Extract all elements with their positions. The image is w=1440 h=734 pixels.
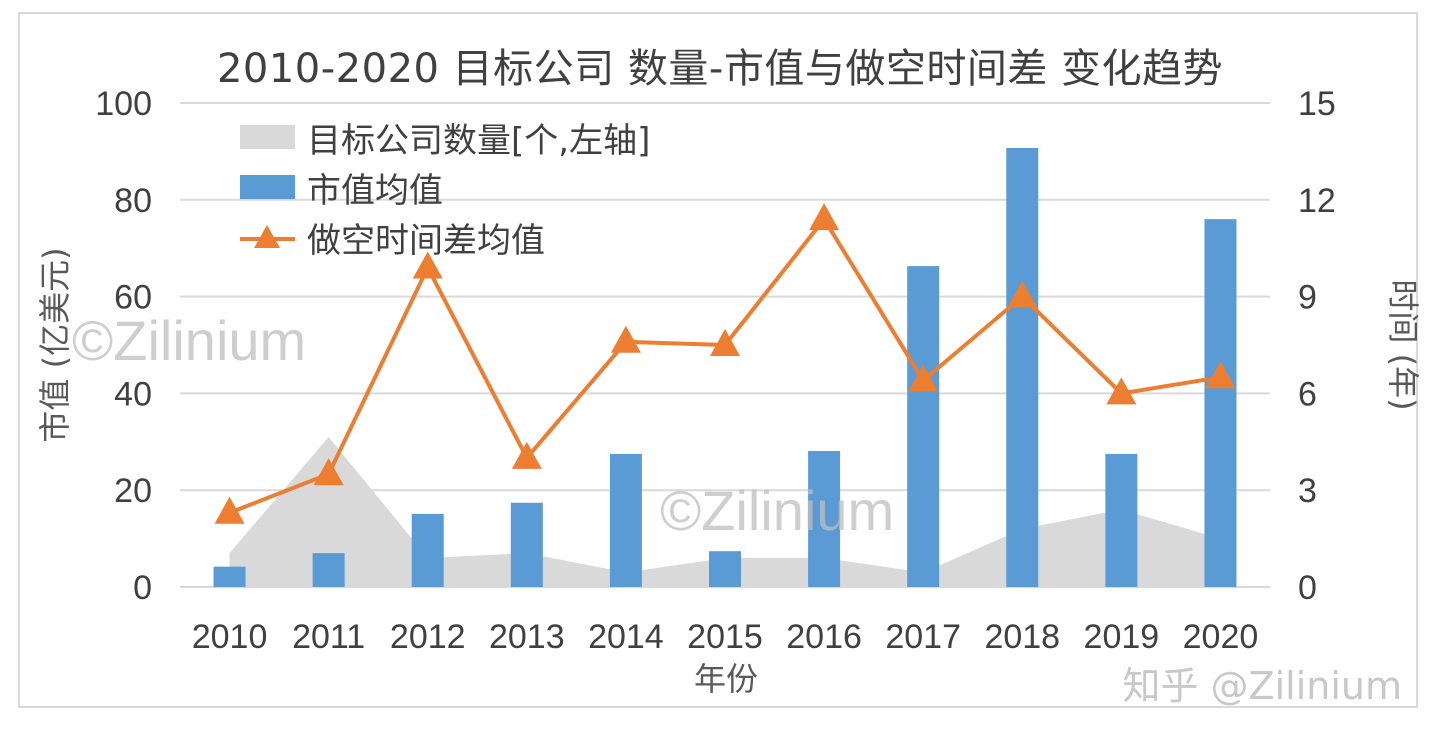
triangle-line-marker-icon	[240, 225, 295, 248]
bar-swatch-icon	[240, 175, 295, 199]
area-swatch-icon	[240, 125, 295, 149]
watermark: ©Zilinium	[72, 309, 307, 372]
x-tick-label: 2017	[885, 618, 961, 656]
legend-label-area: 目标公司数量[个,左轴]	[307, 120, 651, 161]
left-tick-label: 100	[95, 85, 152, 123]
x-tick-label: 2020	[1183, 618, 1259, 656]
legend-item-line: 做空时间差均值	[240, 212, 650, 262]
triangle-marker-icon	[412, 251, 443, 279]
triangle-marker-icon	[313, 458, 344, 486]
bar	[510, 502, 543, 587]
bar	[1204, 219, 1237, 587]
x-axis-title: 年份	[694, 660, 758, 698]
legend-item-area: 目标公司数量[个,左轴]	[240, 112, 650, 162]
left-tick-label: 60	[114, 279, 152, 317]
bar-series-market-cap	[213, 148, 1237, 587]
credit-text: 知乎 @Zilinium	[1122, 664, 1402, 708]
triangle-marker-icon	[214, 496, 245, 524]
right-tick-label: 3	[1298, 472, 1317, 510]
bar	[907, 266, 940, 587]
triangle-marker-icon	[1106, 377, 1137, 405]
bar	[312, 553, 345, 587]
x-tick-label: 2015	[687, 618, 763, 656]
triangle-marker-icon	[908, 364, 939, 392]
right-tick-label: 15	[1298, 85, 1336, 123]
x-tick-label: 2011	[292, 618, 365, 656]
x-tick-label: 2013	[489, 618, 565, 656]
bar	[709, 551, 741, 587]
left-tick-label: 20	[114, 472, 152, 510]
x-axis-ticks: 2010 2011 2012 2013 2014 2015 2016 2017 2018 2019…	[192, 618, 1259, 656]
bar	[411, 513, 444, 587]
bar	[1006, 148, 1039, 587]
x-tick-label: 2016	[786, 618, 862, 656]
right-tick-label: 12	[1298, 182, 1336, 220]
bar	[808, 450, 841, 587]
bar	[213, 566, 246, 587]
legend-item-bar: 市值均值	[240, 162, 650, 212]
triangle-marker-icon	[1205, 361, 1236, 389]
left-axis-ticks: 0 20 40 60 80 100	[95, 85, 152, 607]
triangle-marker-icon	[610, 325, 641, 353]
legend: 目标公司数量[个,左轴] 市值均值 做空时间差均值	[240, 112, 650, 262]
left-tick-label: 40	[114, 375, 152, 413]
triangle-marker-icon	[1007, 280, 1038, 308]
bar	[609, 453, 642, 587]
triangle-marker-icon	[511, 441, 542, 469]
x-tick-label: 2012	[390, 618, 466, 656]
right-axis-title: 时间 (年)	[1384, 279, 1422, 410]
left-tick-label: 80	[114, 182, 152, 220]
left-tick-label: 0	[133, 569, 152, 607]
right-tick-label: 0	[1298, 569, 1317, 607]
legend-label-line: 做空时间差均值	[307, 220, 545, 261]
right-tick-label: 6	[1298, 375, 1317, 413]
bar	[1105, 453, 1138, 587]
line-series-short-time-gap	[214, 203, 1236, 524]
left-axis-title: 市值 (亿美元)	[36, 247, 74, 442]
right-tick-label: 9	[1298, 279, 1317, 317]
x-tick-label: 2019	[1084, 618, 1160, 656]
x-tick-label: 2014	[588, 618, 664, 656]
triangle-marker-icon	[809, 203, 840, 231]
legend-label-bar: 市值均值	[307, 170, 443, 211]
watermark: ©Zilinium	[660, 479, 895, 542]
right-axis-ticks: 0 3 6 9 12 15	[1298, 85, 1336, 607]
x-tick-label: 2018	[984, 618, 1060, 656]
triangle-marker-icon	[710, 329, 740, 356]
chart-title: 2010-2020 目标公司 数量-市值与做空时间差 变化趋势	[216, 46, 1224, 92]
x-tick-label: 2010	[192, 618, 268, 656]
